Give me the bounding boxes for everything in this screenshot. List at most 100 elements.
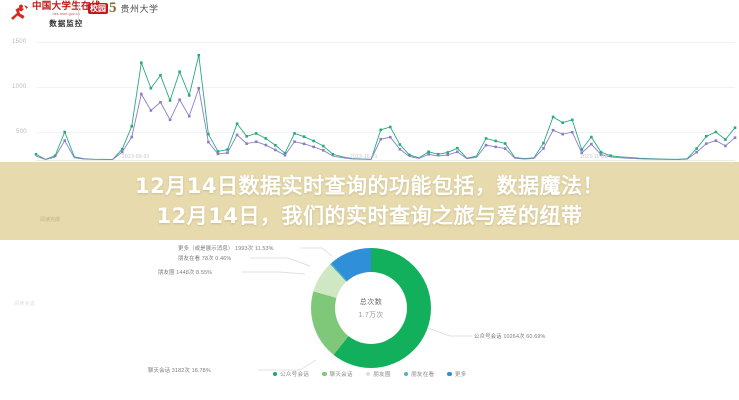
data-point xyxy=(254,132,258,135)
donut-label-friends-watching: 朋友在看 78次 0.46% xyxy=(178,256,232,262)
legend-item-朋友圈[interactable]: 朋友圈 xyxy=(365,370,391,378)
data-point xyxy=(733,136,737,139)
data-point xyxy=(149,109,153,112)
data-point xyxy=(178,98,181,102)
data-point xyxy=(321,149,325,152)
data-point xyxy=(484,143,488,147)
data-point xyxy=(331,152,335,156)
x-tick-1: 2023-10-01 xyxy=(350,154,378,160)
data-point xyxy=(274,143,277,147)
data-point xyxy=(120,150,124,154)
data-point xyxy=(704,142,708,145)
data-point xyxy=(168,99,172,102)
data-point xyxy=(140,92,143,96)
data-point xyxy=(724,144,727,148)
data-point xyxy=(551,128,555,132)
data-point xyxy=(704,135,708,138)
data-point xyxy=(245,142,248,145)
data-point xyxy=(159,100,162,104)
legend-item-更多[interactable]: 更多 xyxy=(447,370,466,378)
x-axis-line xyxy=(36,160,735,161)
data-point xyxy=(379,128,383,132)
running-figure-icon xyxy=(8,2,30,22)
data-point xyxy=(130,124,134,128)
data-point xyxy=(159,74,162,77)
data-point xyxy=(724,138,727,141)
donut-legend: 公众号会话 聊天会话 朋友圈 朋友在看 更多 xyxy=(0,370,739,378)
ghost-label-left: 阅读完成 xyxy=(14,301,36,307)
data-point xyxy=(436,152,440,156)
donut-label-chat: 聊天会话 3182次 18.78% xyxy=(148,368,211,374)
donut-label-more: 更多（或是展示消息） 1993次 11.53% xyxy=(178,246,274,252)
data-point xyxy=(599,150,603,154)
data-point xyxy=(570,130,574,134)
y-tick-1000: 1000 xyxy=(12,84,27,90)
data-point xyxy=(456,146,459,150)
data-point xyxy=(388,135,392,139)
data-point xyxy=(312,139,315,143)
data-point xyxy=(216,152,220,156)
data-point xyxy=(207,132,210,136)
secondary-logo[interactable]: 校园 5 贵州大学 xyxy=(88,1,159,16)
primary-logo[interactable]: 中国大学生在线 dxs.moe.gov.cn 数据监控 xyxy=(8,2,101,29)
line-chart: 1500 1000 500 2023-09-01 2023-10-01 2023… xyxy=(0,32,739,162)
donut-ring[interactable]: 总次数 1.7万次 xyxy=(311,248,431,368)
data-point xyxy=(590,135,593,139)
legend-item-公众号会话[interactable]: 公众号会话 xyxy=(272,370,310,378)
legend-dot-icon xyxy=(403,371,409,377)
data-point xyxy=(264,137,268,140)
data-point xyxy=(551,115,555,119)
data-point xyxy=(226,151,229,155)
data-point xyxy=(197,86,201,90)
legend-dot-icon xyxy=(272,371,278,377)
ghost-text-band-left: 阅读完成 xyxy=(40,217,61,223)
data-point xyxy=(264,143,268,147)
data-point xyxy=(714,130,718,134)
legend-item-聊天会话[interactable]: 聊天会话 xyxy=(322,370,353,378)
data-point xyxy=(140,61,143,65)
data-point xyxy=(733,126,737,130)
legend-label: 公众号会话 xyxy=(280,372,310,378)
legend-label: 更多 xyxy=(454,372,467,378)
data-point xyxy=(580,151,584,155)
legend-label: 聊天会话 xyxy=(329,372,353,378)
data-point xyxy=(446,153,450,157)
data-point xyxy=(494,139,497,143)
donut-center-value: 1.7万次 xyxy=(358,311,384,319)
logo-subtitle: 数据监控 xyxy=(49,19,84,28)
header-divider xyxy=(78,3,79,22)
legend-label: 朋友在看 xyxy=(411,372,435,378)
data-point xyxy=(207,140,210,144)
data-point xyxy=(293,132,296,135)
logo-title: 中国大学生在线 xyxy=(32,1,101,12)
legend-dot-icon xyxy=(365,371,371,377)
data-point xyxy=(216,150,220,153)
data-point xyxy=(120,147,124,151)
data-point xyxy=(283,151,287,155)
y-tick-500: 500 xyxy=(16,129,27,135)
data-point xyxy=(398,143,402,146)
legend-label: 朋友圈 xyxy=(373,372,391,378)
data-point xyxy=(274,148,277,152)
campus-badge: 校园 xyxy=(88,3,108,14)
data-point xyxy=(408,153,411,157)
data-point xyxy=(53,154,57,157)
line-chart-plot xyxy=(34,53,737,161)
x-tick-2: 2023-11-01 xyxy=(580,154,608,160)
donut-chart: 总次数 1.7万次 更多（或是展示消息） 1993次 11.53% 朋友在看 7… xyxy=(0,236,739,400)
data-point xyxy=(446,151,450,154)
data-point xyxy=(427,150,430,154)
dashboard-header: 中国大学生在线 dxs.moe.gov.cn 数据监控 校园 5 贵州大学 xyxy=(0,0,739,32)
data-point xyxy=(542,147,545,150)
data-point xyxy=(197,53,201,57)
donut-leaders xyxy=(242,247,472,371)
gridline-500 xyxy=(36,132,735,133)
data-point xyxy=(398,147,402,151)
data-point xyxy=(599,153,603,156)
data-point xyxy=(187,94,191,97)
legend-item-朋友在看[interactable]: 朋友在看 xyxy=(403,370,435,378)
data-point xyxy=(542,141,545,145)
logo-subtitle-en: dxs.moe.gov.cn xyxy=(52,12,81,16)
gridline-1500 xyxy=(36,42,735,43)
